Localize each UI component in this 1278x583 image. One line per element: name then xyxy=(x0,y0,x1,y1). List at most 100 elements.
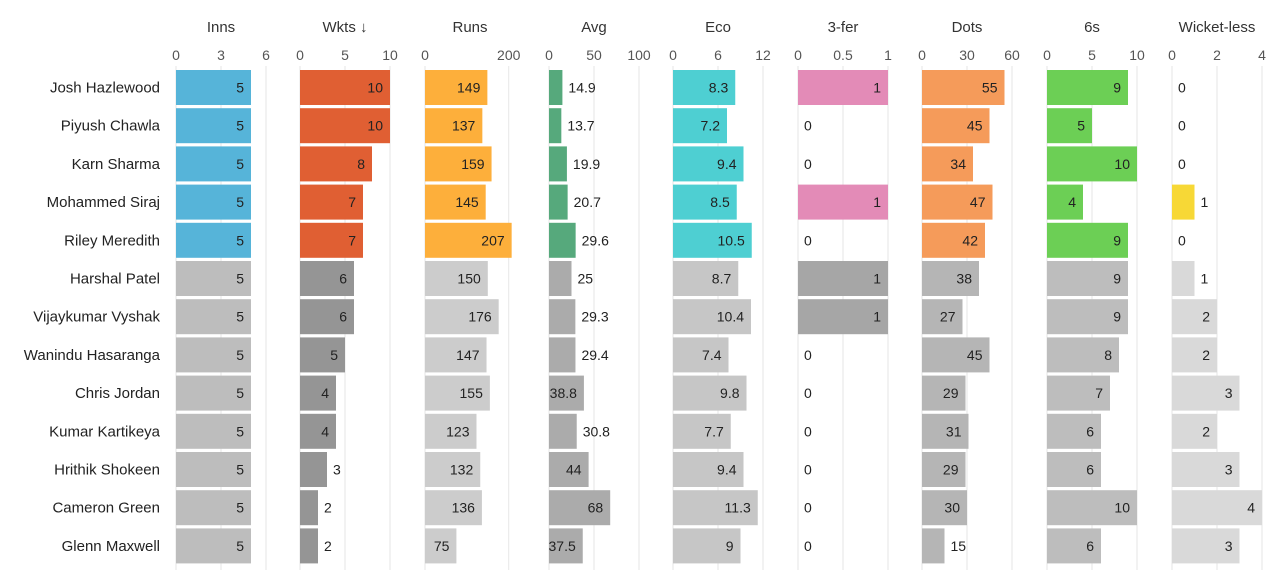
bar-dots xyxy=(922,70,1005,105)
bar-wicketless xyxy=(1172,299,1217,335)
bar-runs xyxy=(425,222,512,258)
bar-avg xyxy=(549,222,576,258)
bar-runs xyxy=(425,261,488,296)
bar-sixes xyxy=(1047,261,1128,296)
bar-avg xyxy=(549,146,567,182)
data-label-threefer: 0 xyxy=(804,118,812,134)
data-label-dots: 31 xyxy=(946,423,962,439)
data-label-wicketless: 3 xyxy=(1225,462,1233,478)
data-label-runs: 149 xyxy=(457,80,481,96)
data-label-sixes: 9 xyxy=(1113,309,1121,325)
data-label-wkts: 7 xyxy=(348,232,356,248)
data-label-eco: 8.3 xyxy=(709,80,729,96)
row-label: Josh Hazlewood xyxy=(50,80,160,97)
bar-runs xyxy=(425,337,487,373)
data-label-sixes: 9 xyxy=(1113,271,1121,287)
tick-label-sixes: 10 xyxy=(1129,47,1145,63)
data-label-wkts: 4 xyxy=(321,423,329,439)
data-label-avg: 25 xyxy=(578,271,594,287)
data-label-runs: 123 xyxy=(446,423,470,439)
bar-runs xyxy=(425,299,499,335)
data-label-wkts: 10 xyxy=(367,80,383,96)
bar-avg xyxy=(549,452,589,487)
data-label-wicketless: 2 xyxy=(1202,423,1210,439)
row-label: Karn Sharma xyxy=(72,156,161,173)
bar-wkts xyxy=(300,375,336,411)
column-header-inns: Inns xyxy=(207,19,235,36)
bar-avg xyxy=(549,299,576,335)
data-label-dots: 29 xyxy=(943,462,959,478)
bar-wkts xyxy=(300,146,372,182)
data-label-wkts: 4 xyxy=(321,385,329,401)
bar-eco xyxy=(673,452,744,487)
bar-sixes xyxy=(1047,490,1137,526)
data-label-wicketless: 0 xyxy=(1178,118,1186,134)
bar-sixes xyxy=(1047,146,1137,182)
data-label-eco: 9.4 xyxy=(717,156,737,172)
tick-label-dots: 60 xyxy=(1004,47,1020,63)
data-label-eco: 8.7 xyxy=(712,271,732,287)
bar-sixes xyxy=(1047,528,1101,564)
tick-label-dots: 0 xyxy=(918,47,926,63)
data-label-avg: 29.4 xyxy=(581,347,608,363)
data-label-sixes: 10 xyxy=(1114,156,1130,172)
data-label-sixes: 10 xyxy=(1114,500,1130,516)
tick-label-avg: 100 xyxy=(627,47,651,63)
data-label-wkts: 5 xyxy=(330,347,338,363)
data-label-wicketless: 0 xyxy=(1178,156,1186,172)
data-label-eco: 10.4 xyxy=(717,309,744,325)
bar-sixes xyxy=(1047,108,1092,144)
tick-label-threefer: 1 xyxy=(884,47,892,63)
data-label-eco: 7.2 xyxy=(701,118,721,134)
tick-label-wkts: 0 xyxy=(296,47,304,63)
data-label-eco: 9 xyxy=(726,538,734,554)
data-label-inns: 5 xyxy=(236,118,244,134)
data-label-inns: 5 xyxy=(236,80,244,96)
data-label-avg: 13.7 xyxy=(567,118,594,134)
tick-label-wicketless: 2 xyxy=(1213,47,1221,63)
bar-eco xyxy=(673,528,741,564)
data-label-eco: 7.4 xyxy=(702,347,722,363)
data-label-inns: 5 xyxy=(236,462,244,478)
row-label: Mohammed Siraj xyxy=(47,194,160,211)
data-label-runs: 75 xyxy=(434,538,450,554)
data-label-threefer: 0 xyxy=(804,462,812,478)
tick-label-threefer: 0.5 xyxy=(833,47,853,63)
bar-sixes xyxy=(1047,337,1119,373)
data-label-dots: 34 xyxy=(950,156,966,172)
column-header-wicketless: Wicket-less xyxy=(1179,19,1256,36)
bar-eco xyxy=(673,413,731,449)
bar-avg xyxy=(549,337,576,373)
tick-label-eco: 6 xyxy=(714,47,722,63)
bar-avg xyxy=(549,490,611,526)
data-label-runs: 155 xyxy=(460,385,484,401)
data-label-wkts: 6 xyxy=(339,271,347,287)
tick-label-eco: 0 xyxy=(669,47,677,63)
bar-sixes xyxy=(1047,184,1083,220)
data-label-sixes: 6 xyxy=(1086,538,1094,554)
tick-label-avg: 0 xyxy=(545,47,553,63)
data-label-avg: 29.3 xyxy=(581,309,608,325)
bar-dots xyxy=(922,261,979,296)
data-label-wicketless: 3 xyxy=(1225,538,1233,554)
bar-avg xyxy=(549,261,572,296)
bar-dots xyxy=(922,184,993,220)
data-label-threefer: 1 xyxy=(873,271,881,287)
data-label-eco: 11.3 xyxy=(725,500,751,516)
bar-wkts xyxy=(300,222,363,258)
row-label: Wanindu Hasaranga xyxy=(24,347,161,364)
data-label-inns: 5 xyxy=(236,156,244,172)
row-label: Hrithik Shokeen xyxy=(54,462,160,479)
bar-eco xyxy=(673,184,737,220)
row-label: Chris Jordan xyxy=(75,385,160,402)
tick-label-inns: 0 xyxy=(172,47,180,63)
data-label-wkts: 10 xyxy=(367,118,383,134)
bar-eco xyxy=(673,337,729,373)
data-label-threefer: 1 xyxy=(873,80,881,96)
bar-dots xyxy=(922,413,969,449)
tick-label-dots: 30 xyxy=(959,47,975,63)
data-label-threefer: 1 xyxy=(873,309,881,325)
data-label-dots: 47 xyxy=(970,194,986,210)
bar-dots xyxy=(922,108,990,144)
data-label-threefer: 0 xyxy=(804,232,812,248)
